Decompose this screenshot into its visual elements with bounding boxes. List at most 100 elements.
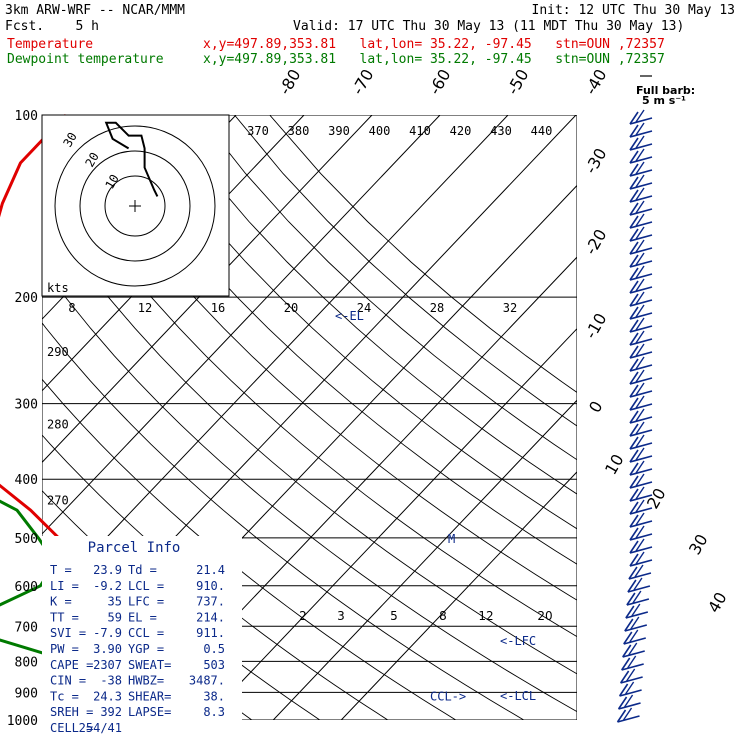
temperature-tick-10: 10 — [601, 451, 628, 478]
wind-barb-shaft — [629, 208, 653, 216]
wind-barb-flag — [635, 421, 645, 435]
wind-barb-shaft — [629, 468, 653, 476]
wind-barb-flag — [629, 397, 639, 411]
wind-scale-label-28: 28 — [430, 301, 444, 315]
pressure-label-100: 100 — [15, 109, 38, 124]
wind-barb-shaft — [629, 559, 653, 567]
wind-barb-flag — [629, 176, 639, 190]
model-title: 3km ARW-WRF -- NCAR/MMM — [5, 3, 186, 18]
wind-barb-flag — [629, 410, 639, 424]
pressure-label-200: 200 — [15, 291, 38, 306]
parcel-value: -7.9 — [93, 626, 122, 640]
temperature-tick-40: 40 — [704, 589, 731, 616]
lcl-marker: <-LCL — [500, 689, 536, 703]
isotherm-60 — [340, 471, 577, 720]
wind-barb-flag — [635, 408, 645, 422]
hodograph-ring-label-10: 10 — [102, 172, 121, 192]
parcel-key: EL = — [128, 610, 157, 624]
parcel-key: LAPSE= — [128, 705, 171, 719]
wind-barb-shaft — [629, 351, 653, 359]
theta-label-380: 380 — [288, 124, 310, 138]
wind-barb-flag — [635, 278, 645, 292]
wind-scale-label-32: 32 — [503, 301, 517, 315]
wind-barb-flag — [618, 683, 629, 697]
wind-barb-shaft — [629, 182, 653, 190]
mixing-ratio-label-2: 2 — [299, 609, 307, 623]
pressure-label-800: 800 — [15, 655, 38, 670]
parcel-key: LCL = — [128, 579, 164, 593]
full-barb-value: 5 m s⁻¹ — [642, 94, 686, 107]
temperature-tick--60: -60 — [425, 66, 455, 98]
parcel-value: 214. — [196, 610, 225, 624]
wind-barb-flag — [635, 252, 645, 266]
parcel-key: CAPE = — [50, 658, 93, 672]
wind-barb-shaft — [629, 325, 653, 333]
pressure-label-600: 600 — [15, 580, 38, 595]
wind-barb-flag — [629, 254, 639, 268]
dry-adiabat-440 — [198, 115, 577, 461]
parcel-value: 0.5 — [203, 642, 225, 656]
parcel-key: HWBZ= — [128, 674, 164, 688]
pressure-label-300: 300 — [15, 398, 38, 413]
wind-barb-flag — [629, 436, 639, 450]
wind-barb-shaft — [629, 442, 653, 450]
wind-barb-shaft — [629, 169, 653, 177]
wind-barb-flag — [629, 150, 639, 164]
parcel-value: 3.90 — [93, 642, 122, 656]
wind-barb-flag — [635, 499, 645, 513]
pressure-label-500: 500 — [15, 532, 38, 547]
wind-barb-shaft — [629, 481, 653, 489]
wind-barb-shaft — [627, 585, 651, 593]
parcel-value: 23.9 — [93, 563, 122, 577]
pressure-label-700: 700 — [15, 620, 38, 635]
wind-barb-flag — [629, 228, 639, 242]
wind-barb-shaft — [629, 247, 653, 255]
wind-barb-shaft — [629, 520, 653, 528]
isotherm-50 — [272, 399, 577, 720]
wind-barb-shaft — [629, 416, 653, 424]
wind-barb-flag — [629, 306, 639, 320]
wind-barb-flag — [629, 553, 639, 567]
wind-barb-flag — [629, 423, 639, 437]
dry-adiabat-410 — [93, 115, 577, 565]
wind-barb-flag — [627, 655, 637, 669]
theta-label-430: 430 — [490, 124, 512, 138]
parcel-value: 911. — [196, 626, 225, 640]
theta-label-400: 400 — [369, 124, 391, 138]
hodograph-ring-30 — [54, 125, 216, 287]
wind-barb-flag — [631, 603, 641, 617]
wind-barb-shaft — [628, 572, 652, 580]
dry-adiabat-380 — [42, 206, 577, 675]
wind-barb-flag — [624, 618, 634, 632]
wind-barb-flag — [629, 629, 639, 643]
wind-barb-flag — [629, 488, 639, 502]
wind-barb-flag — [635, 525, 645, 539]
wind-barb-flag — [627, 579, 637, 593]
wind-barb-flag — [625, 605, 635, 619]
wind-barb-flag — [635, 239, 645, 253]
wind-barb-flag — [635, 356, 645, 370]
wind-barb-flag — [635, 512, 645, 526]
wind-barb-flag — [629, 137, 639, 151]
hodograph-ring-label-20: 20 — [82, 150, 101, 170]
wind-barb-shaft — [629, 117, 653, 125]
dry-adiabat-390 — [42, 145, 577, 638]
wind-barb-flag — [623, 694, 634, 708]
wind-scale-label-8: 8 — [68, 301, 75, 315]
parcel-info-panel — [42, 536, 242, 720]
wind-barb-flag — [632, 590, 642, 604]
el-marker: <-EL — [335, 309, 364, 323]
parcel-key: CIN = — [50, 674, 86, 688]
wind-barb-shaft — [621, 663, 644, 671]
theta-label-420: 420 — [450, 124, 472, 138]
dry-adiabat-360 — [42, 322, 525, 720]
wind-barb-flag — [635, 317, 645, 331]
wind-barb-flag — [635, 148, 645, 162]
isotherm-0 — [42, 115, 509, 607]
wind-barb-shaft — [629, 299, 653, 307]
parcel-value: 24.3 — [93, 689, 122, 703]
parcel-value: 737. — [196, 595, 225, 609]
wind-barb-flag — [635, 343, 645, 357]
wind-barb-flag — [635, 486, 645, 500]
dry-adiabat-370 — [42, 264, 577, 713]
